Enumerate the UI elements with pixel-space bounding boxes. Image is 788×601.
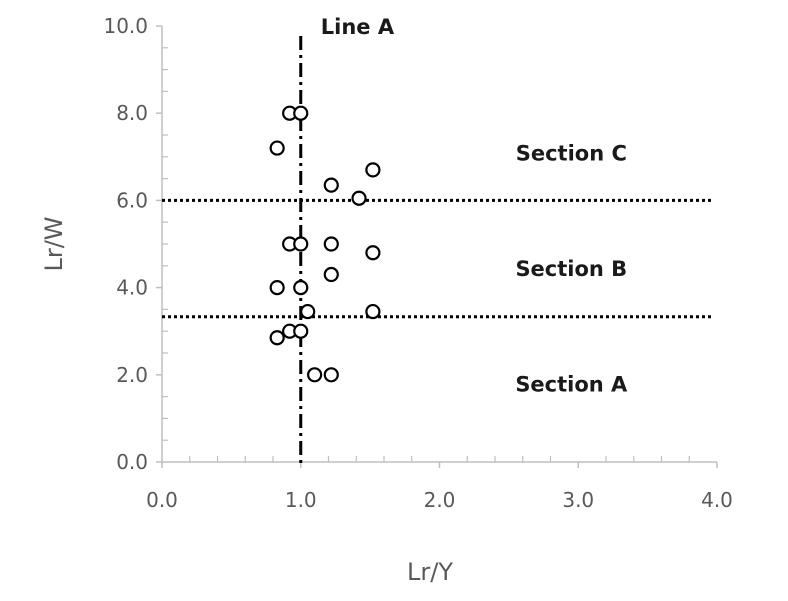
x-axis: 0.0 1.0 2.0 3.0 4.0 <box>146 456 733 512</box>
section-label: Section B <box>515 257 627 281</box>
data-point <box>307 367 323 383</box>
section-label: Section A <box>515 373 628 397</box>
data-point <box>323 367 339 383</box>
x-tick-label: 3.0 <box>562 488 594 512</box>
y-tick-label: 2.0 <box>116 363 148 387</box>
data-point <box>323 236 339 252</box>
data-point <box>269 280 285 296</box>
data-point <box>293 105 309 121</box>
annotations: Section C Section B Section A <box>515 141 628 396</box>
data-point <box>293 323 309 339</box>
data-point <box>300 303 316 320</box>
x-axis-title: Lr/Y <box>407 558 453 586</box>
data-point <box>269 330 285 346</box>
data-point <box>293 236 309 252</box>
y-axis: 0.0 2.0 4.0 6.0 8.0 10.0 <box>103 14 168 474</box>
line-a-label: Line A <box>321 15 395 39</box>
data-point <box>365 303 381 320</box>
data-point <box>323 177 339 193</box>
data-points <box>269 105 381 383</box>
data-point <box>351 190 367 206</box>
y-tick-label: 4.0 <box>116 276 148 300</box>
y-axis-title: Lr/W <box>40 216 68 271</box>
x-tick-label: 4.0 <box>701 488 733 512</box>
data-point <box>293 280 309 296</box>
reference-lines: Line A <box>162 15 711 468</box>
y-tick-label: 8.0 <box>116 101 148 125</box>
data-point <box>323 266 339 283</box>
x-tick-label: 1.0 <box>285 488 317 512</box>
section-label: Section C <box>516 141 627 165</box>
y-tick-label: 6.0 <box>116 188 148 212</box>
y-tick-label: 0.0 <box>116 450 148 474</box>
data-point <box>365 162 381 178</box>
x-tick-label: 2.0 <box>424 488 456 512</box>
y-tick-label: 10.0 <box>103 14 148 38</box>
data-point <box>365 245 381 261</box>
data-point <box>269 140 285 156</box>
x-tick-label: 0.0 <box>146 488 178 512</box>
